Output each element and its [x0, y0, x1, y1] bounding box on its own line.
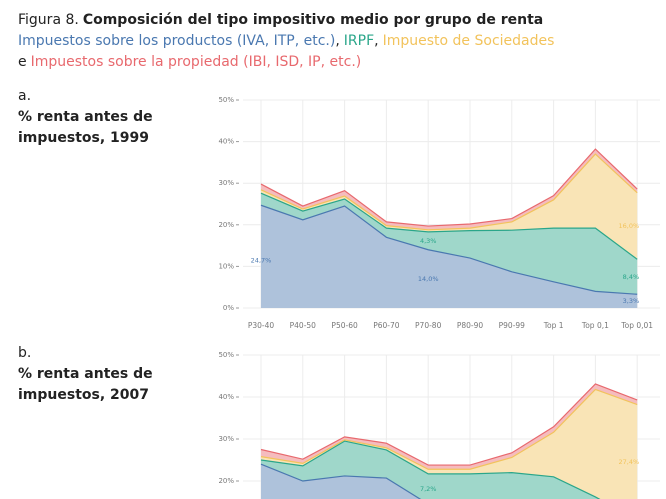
x-tick-label: Top 1: [543, 321, 564, 330]
x-tick-label: P30-40: [248, 321, 275, 330]
value-label: 24,7%: [251, 257, 272, 265]
area-line: [260, 153, 638, 231]
area-line: [260, 383, 638, 466]
x-tick-label: P70-80: [415, 321, 442, 330]
area-line: [260, 192, 638, 260]
x-tick-label: P80-90: [457, 321, 484, 330]
value-label: 7,2%: [420, 485, 437, 493]
y-tick-label: 20%: [218, 221, 234, 229]
legend-entry: Impuestos sobre los productos (IVA, ITP,…: [18, 33, 336, 49]
x-tick-label: P60-70: [373, 321, 400, 330]
header: Figura 8. Composición del tipo impositivo…: [18, 10, 658, 73]
value-label: 4,3%: [420, 237, 437, 245]
value-label: 14,0%: [418, 275, 439, 283]
value-label: 8,4%: [623, 273, 640, 281]
y-tick-label: 30%: [218, 179, 234, 187]
y-tick-label: 50%: [218, 351, 234, 359]
value-label: 3,3%: [623, 297, 640, 305]
legend-entry: Impuesto de Sociedades: [382, 33, 555, 49]
x-tick-label: Top 0,01: [620, 321, 653, 330]
area-line: [260, 148, 638, 227]
legend-line: Impuestos sobre los productos (IVA, ITP,…: [18, 31, 658, 52]
y-tick-label: 50%: [218, 96, 234, 104]
x-tick-label: Top 0,1: [581, 321, 609, 330]
panel-title: % renta antes de impuestos, 2007: [18, 366, 153, 403]
legend-separator: ,: [374, 33, 379, 49]
panel-label: b.: [18, 345, 32, 361]
y-tick-label: 10%: [218, 262, 234, 270]
y-tick-label: 30%: [218, 435, 234, 443]
panel-title: % renta antes de impuestos, 1999: [18, 109, 153, 146]
area: [261, 193, 638, 295]
value-label: 27,4%: [619, 458, 640, 466]
legend-separator: ,: [335, 33, 340, 49]
area-line: [260, 388, 638, 470]
area: [261, 205, 638, 308]
legend-separator: e: [18, 54, 27, 70]
legend-entry: IRPF: [343, 33, 375, 49]
x-tick-label: P50-60: [331, 321, 358, 330]
y-tick-label: 40%: [218, 393, 234, 401]
area: [261, 154, 638, 260]
area-line: [260, 204, 638, 295]
legend-line: e Impuestos sobre la propiedad (IBI, ISD,…: [18, 52, 658, 73]
title: Composición del tipo impositivo medio po…: [82, 12, 544, 28]
area: [261, 441, 600, 499]
area: [261, 383, 638, 470]
title-line: Figura 8. Composición del tipo impositivo…: [18, 10, 658, 31]
area: [261, 389, 638, 499]
area-line: [260, 440, 601, 499]
legend-entry: Impuestos sobre la propiedad (IBI, ISD, …: [30, 54, 362, 70]
area-line: [260, 463, 422, 499]
y-tick-label: 0%: [223, 304, 234, 312]
y-tick-label: 40%: [218, 138, 234, 146]
area: [261, 464, 421, 499]
y-tick-label: 20%: [218, 477, 234, 485]
x-tick-label: P40-50: [290, 321, 317, 330]
panel-label: a.: [18, 88, 32, 104]
x-tick-label: P90-99: [499, 321, 526, 330]
figure-label: Figura 8.: [18, 12, 79, 28]
value-label: 16,0%: [619, 222, 640, 230]
